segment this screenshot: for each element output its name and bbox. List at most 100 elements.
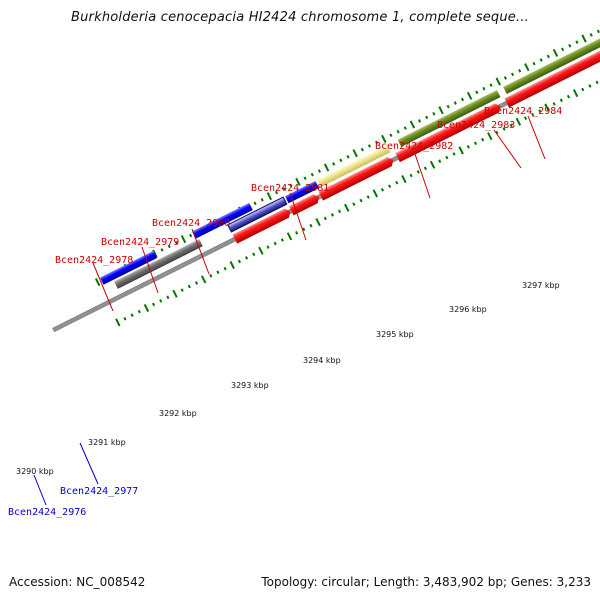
cds-arrow-1[interactable] bbox=[232, 207, 293, 244]
scale-label-3291: 3291 kbp bbox=[88, 438, 126, 447]
gene-feature-bcen2424-2979[interactable] bbox=[284, 180, 319, 204]
tick-mark bbox=[546, 54, 550, 59]
gene-label-bcen2424-2982[interactable]: Bcen2424_2982 bbox=[375, 141, 453, 152]
tick-mark bbox=[381, 134, 387, 143]
gene-label-bcen2424-2980[interactable]: Bcen2424_2980 bbox=[152, 218, 230, 229]
gene-label-bcen2424-2984[interactable]: Bcen2424_2984 bbox=[484, 106, 562, 117]
tick-mark bbox=[310, 172, 314, 177]
tick-mark bbox=[589, 33, 593, 37]
tick-mark bbox=[174, 240, 178, 245]
tick-mark bbox=[200, 275, 207, 284]
tick-mark bbox=[152, 302, 156, 307]
tick-mark bbox=[274, 190, 279, 195]
tick-mark bbox=[286, 232, 293, 241]
cds-arrow-2[interactable] bbox=[289, 193, 321, 216]
gene-feature-selected-bcen2424-2978[interactable] bbox=[227, 196, 288, 233]
tick-mark bbox=[588, 84, 592, 88]
tick-mark bbox=[531, 112, 535, 117]
gene-label-bcen2424-2976[interactable]: Bcen2424_2976 bbox=[8, 507, 86, 518]
tick-mark bbox=[229, 261, 235, 270]
tick-mark bbox=[167, 244, 171, 249]
tick-mark bbox=[489, 83, 493, 87]
tick-mark bbox=[388, 184, 392, 189]
tick-mark bbox=[395, 180, 399, 185]
tick-mark bbox=[280, 238, 284, 242]
cds-arrow-5[interactable] bbox=[504, 30, 600, 108]
accession-text: Accession: NC_008542 bbox=[9, 575, 146, 589]
leader-bcen2424-2980 bbox=[191, 228, 210, 275]
tick-mark bbox=[273, 241, 277, 246]
scale-label-3294: 3294 kbp bbox=[303, 356, 341, 365]
gene-label-bcen2424-2979[interactable]: Bcen2424_2979 bbox=[101, 237, 179, 248]
tick-mark bbox=[453, 101, 457, 105]
tick-mark bbox=[495, 130, 499, 135]
tick-mark bbox=[432, 111, 436, 116]
tick-mark bbox=[473, 141, 478, 146]
tick-mark bbox=[295, 231, 299, 235]
tick-mark bbox=[396, 129, 400, 134]
tick-mark bbox=[375, 140, 379, 145]
tick-mark bbox=[352, 202, 356, 206]
tick-mark bbox=[323, 163, 330, 172]
gene-feature-bcen2424-2978[interactable] bbox=[191, 202, 253, 239]
tick-mark bbox=[425, 115, 429, 120]
gene-label-bcen2424-2981[interactable]: Bcen2424_2981 bbox=[251, 183, 329, 194]
tick-mark bbox=[539, 58, 543, 62]
gene-feature-bcen2424-2981[interactable] bbox=[397, 90, 501, 147]
tick-mark bbox=[581, 87, 585, 92]
tick-mark bbox=[237, 259, 241, 264]
scale-label-3290: 3290 kbp bbox=[16, 467, 54, 476]
tick-mark bbox=[245, 256, 249, 260]
tick-mark bbox=[189, 233, 193, 238]
tick-mark bbox=[438, 159, 442, 163]
tick-mark bbox=[503, 76, 507, 80]
tick-mark bbox=[566, 94, 571, 99]
tick-mark bbox=[332, 162, 336, 166]
tick-mark bbox=[180, 288, 184, 292]
tick-mark bbox=[452, 152, 456, 156]
tick-mark bbox=[187, 284, 191, 289]
tick-mark bbox=[466, 145, 470, 149]
tick-mark bbox=[429, 160, 436, 169]
tick-mark bbox=[575, 40, 579, 44]
tick-mark bbox=[143, 304, 150, 313]
tick-mark bbox=[344, 203, 350, 212]
gene-feature-bcen2424-2980[interactable] bbox=[317, 145, 391, 188]
tick-mark bbox=[94, 278, 101, 287]
tick-mark bbox=[552, 102, 556, 106]
leader-bcen2424-2977 bbox=[79, 442, 99, 485]
gene-label-bcen2424-2978[interactable]: Bcen2424_2978 bbox=[55, 255, 133, 266]
tick-mark bbox=[403, 126, 407, 130]
gene-feature-bcen2424-2982[interactable] bbox=[503, 19, 600, 95]
tick-mark bbox=[523, 116, 528, 120]
leader-bcen2424-2978 bbox=[92, 262, 114, 312]
cds-arrow-3[interactable] bbox=[318, 155, 396, 201]
gene-feature-bcen2424-2976[interactable] bbox=[99, 250, 158, 285]
tick-mark bbox=[495, 77, 501, 86]
tick-mark bbox=[372, 189, 379, 198]
leader-bcen2424-2982 bbox=[413, 150, 431, 199]
tick-mark bbox=[559, 98, 563, 103]
tick-mark bbox=[389, 133, 393, 138]
tick-mark bbox=[518, 69, 522, 73]
tick-mark bbox=[216, 270, 220, 275]
tick-mark bbox=[502, 127, 506, 131]
tick-mark bbox=[289, 183, 293, 188]
tick-mark bbox=[532, 61, 536, 66]
tick-mark bbox=[515, 117, 522, 126]
genome-summary-text: Topology: circular; Length: 3,483,902 bp… bbox=[261, 575, 591, 589]
gene-label-bcen2424-2977[interactable]: Bcen2424_2977 bbox=[60, 486, 138, 497]
tick-mark bbox=[416, 170, 420, 174]
gene-feature-bcen2424-2977[interactable] bbox=[114, 239, 203, 289]
tick-mark bbox=[137, 309, 141, 314]
scale-label-3296: 3296 kbp bbox=[449, 305, 487, 314]
tick-mark bbox=[561, 47, 565, 52]
tick-mark bbox=[252, 252, 256, 257]
tick-mark bbox=[223, 266, 227, 271]
cds-arrow-4[interactable] bbox=[395, 102, 502, 163]
tick-mark bbox=[260, 197, 264, 202]
gene-label-bcen2424-2983[interactable]: Bcen2424_2983 bbox=[437, 120, 515, 131]
tick-mark bbox=[581, 34, 587, 43]
tick-mark bbox=[166, 295, 170, 300]
